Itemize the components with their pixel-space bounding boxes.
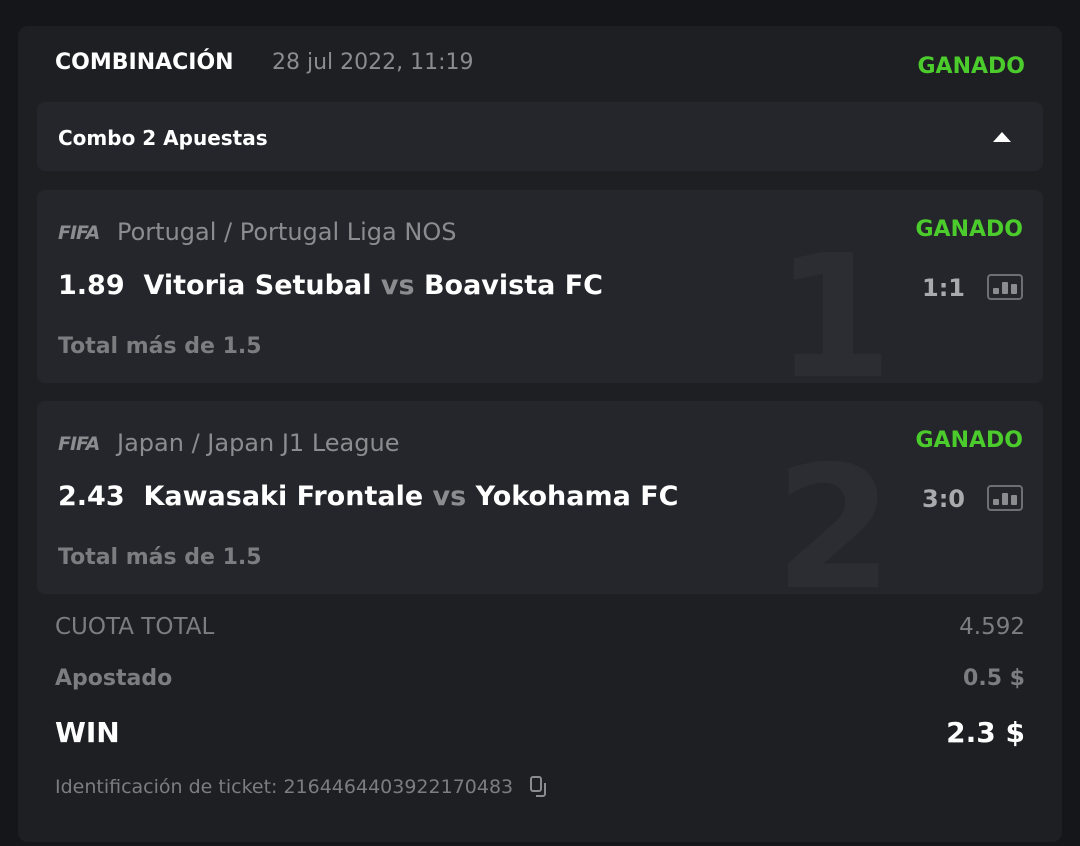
copy-icon[interactable] <box>527 774 553 800</box>
combo-label: Combo 2 Apuestas <box>58 126 268 150</box>
market-label: Total más de 1.5 <box>58 334 262 359</box>
odds: 1.89 <box>58 270 125 301</box>
total-odds-row: CUOTA TOTAL 4.592 <box>55 614 1025 640</box>
match-score: 1:1 <box>922 274 965 302</box>
vs-label: vs <box>380 270 415 301</box>
ticket-id-label: Identificación de ticket: <box>55 776 278 798</box>
bet-status-badge: GANADO <box>915 428 1024 453</box>
win-label: WIN <box>55 716 120 749</box>
odds: 2.43 <box>58 481 125 512</box>
stake-row: Apostado 0.5 $ <box>55 666 1025 691</box>
match-line: 1.89 Vitoria Setubal vs Boavista FC <box>58 270 603 301</box>
win-row: WIN 2.3 $ <box>55 716 1025 749</box>
total-odds-label: CUOTA TOTAL <box>55 614 215 640</box>
win-value: 2.3 $ <box>946 716 1025 749</box>
total-odds-value: 4.592 <box>959 614 1025 640</box>
stats-chart-icon[interactable] <box>987 274 1023 300</box>
stats-chart-icon[interactable] <box>987 485 1023 511</box>
bet-index: 1 <box>774 219 893 383</box>
chevron-up-icon <box>993 132 1011 142</box>
bet-item: 2 FIFA Japan / Japan J1 League GANADO 2.… <box>37 401 1043 594</box>
ticket-status-badge: GANADO <box>917 54 1026 79</box>
fifa-logo-icon: FIFA <box>58 222 100 244</box>
fifa-logo-icon: FIFA <box>58 433 100 455</box>
combo-toggle[interactable]: Combo 2 Apuestas <box>37 102 1043 171</box>
bet-date: 28 jul 2022, 11:19 <box>272 50 474 75</box>
league-name: Portugal / Portugal Liga NOS <box>117 218 457 246</box>
vs-label: vs <box>432 481 467 512</box>
league-name: Japan / Japan J1 League <box>117 429 400 457</box>
bet-index: 2 <box>774 430 893 594</box>
ticket-id: 2164464403922170483 <box>283 776 514 798</box>
match-score: 3:0 <box>922 485 965 513</box>
bet-type: COMBINACIÓN <box>55 50 234 75</box>
stake-label: Apostado <box>55 666 173 691</box>
ticket-id-row: Identificación de ticket: 21644644039221… <box>55 774 553 800</box>
home-team: Vitoria Setubal <box>143 270 372 301</box>
home-team: Kawasaki Frontale <box>143 481 424 512</box>
match-line: 2.43 Kawasaki Frontale vs Yokohama FC <box>58 481 678 512</box>
bet-status-badge: GANADO <box>915 217 1024 242</box>
stake-value: 0.5 $ <box>963 666 1025 691</box>
away-team: Boavista FC <box>423 270 603 301</box>
market-label: Total más de 1.5 <box>58 545 262 570</box>
bet-ticket-card: COMBINACIÓN 28 jul 2022, 11:19 GANADO Co… <box>18 26 1062 842</box>
bet-item: 1 FIFA Portugal / Portugal Liga NOS GANA… <box>37 190 1043 383</box>
away-team: Yokohama FC <box>475 481 679 512</box>
